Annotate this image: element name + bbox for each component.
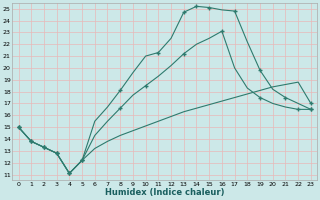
X-axis label: Humidex (Indice chaleur): Humidex (Indice chaleur) (105, 188, 224, 197)
